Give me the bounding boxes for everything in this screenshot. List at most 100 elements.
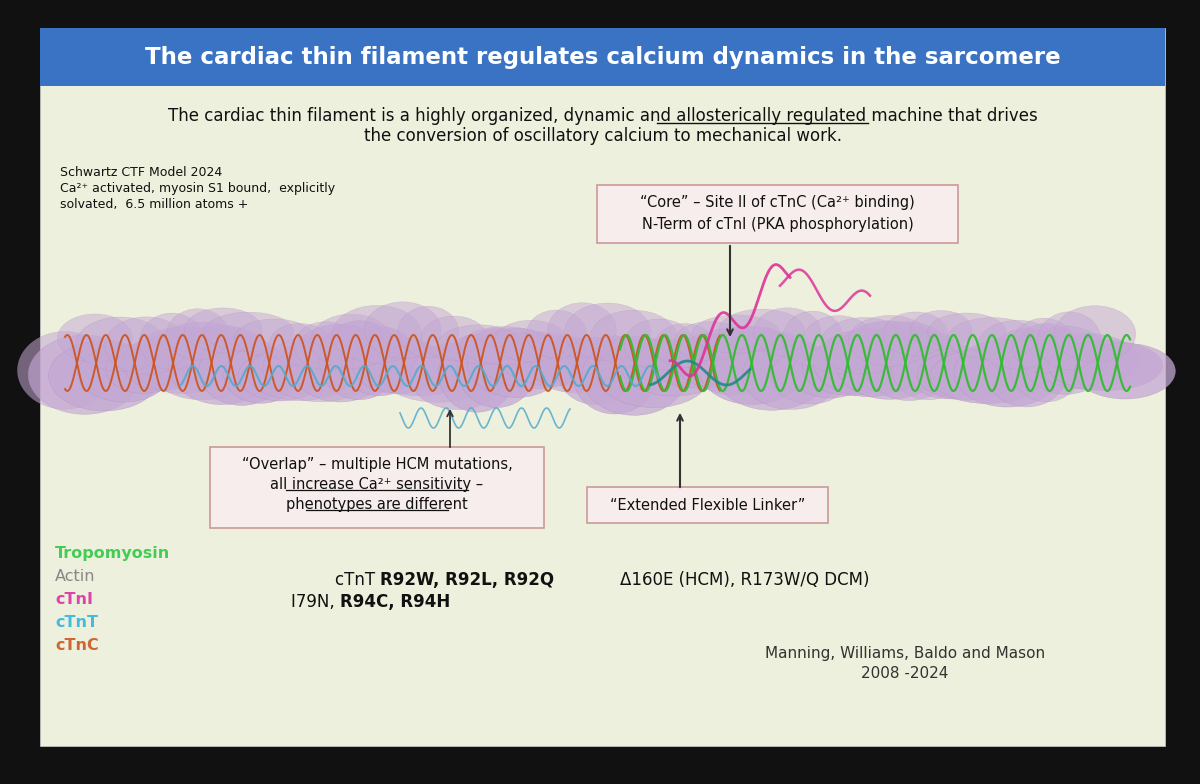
- FancyBboxPatch shape: [598, 185, 958, 243]
- Ellipse shape: [1038, 312, 1102, 370]
- Ellipse shape: [954, 339, 1061, 407]
- Ellipse shape: [438, 325, 522, 364]
- Ellipse shape: [1032, 333, 1139, 389]
- Ellipse shape: [18, 332, 113, 409]
- Ellipse shape: [948, 318, 1038, 360]
- Ellipse shape: [104, 317, 187, 375]
- Ellipse shape: [269, 324, 331, 365]
- Ellipse shape: [624, 319, 695, 370]
- Text: R94C, R94H: R94C, R94H: [340, 593, 450, 611]
- Ellipse shape: [145, 322, 259, 400]
- Ellipse shape: [332, 306, 422, 363]
- Ellipse shape: [582, 336, 686, 416]
- Ellipse shape: [622, 339, 726, 396]
- Ellipse shape: [122, 336, 204, 390]
- Text: phenotypes are different: phenotypes are different: [286, 496, 468, 511]
- Ellipse shape: [883, 312, 948, 356]
- Ellipse shape: [294, 321, 358, 370]
- Ellipse shape: [49, 341, 160, 411]
- Ellipse shape: [532, 338, 619, 393]
- Ellipse shape: [106, 343, 181, 394]
- Ellipse shape: [814, 328, 926, 397]
- FancyBboxPatch shape: [40, 28, 1165, 746]
- Ellipse shape: [652, 338, 734, 388]
- Ellipse shape: [692, 315, 780, 354]
- Text: I79N,: I79N,: [292, 593, 340, 611]
- Ellipse shape: [421, 316, 487, 361]
- Ellipse shape: [548, 303, 617, 358]
- Ellipse shape: [479, 332, 593, 388]
- Ellipse shape: [365, 302, 442, 358]
- Ellipse shape: [457, 328, 536, 408]
- Ellipse shape: [782, 311, 844, 366]
- Ellipse shape: [907, 343, 989, 399]
- Ellipse shape: [382, 347, 494, 402]
- Ellipse shape: [184, 308, 263, 353]
- Ellipse shape: [527, 310, 587, 358]
- Ellipse shape: [803, 340, 898, 395]
- Ellipse shape: [502, 336, 611, 386]
- Ellipse shape: [199, 336, 284, 405]
- FancyBboxPatch shape: [40, 28, 1165, 86]
- Ellipse shape: [655, 324, 715, 368]
- Text: “Extended Flexible Linker”: “Extended Flexible Linker”: [610, 498, 805, 513]
- Ellipse shape: [715, 332, 829, 410]
- Ellipse shape: [984, 328, 1069, 407]
- Ellipse shape: [58, 314, 132, 362]
- Text: the conversion of oscillatory calcium to mechanical work.: the conversion of oscillatory calcium to…: [364, 127, 841, 145]
- Ellipse shape: [362, 346, 474, 396]
- Ellipse shape: [353, 337, 445, 394]
- Text: cTnI: cTnI: [55, 592, 94, 607]
- Ellipse shape: [596, 339, 712, 408]
- Ellipse shape: [1009, 323, 1084, 402]
- Ellipse shape: [1022, 326, 1109, 394]
- Text: “Core” – Site II of cTnC (Ca²⁺ binding): “Core” – Site II of cTnC (Ca²⁺ binding): [640, 194, 914, 209]
- Text: The cardiac thin filament regulates calcium dynamics in the sarcomere: The cardiac thin filament regulates calc…: [145, 45, 1061, 68]
- Ellipse shape: [820, 318, 908, 374]
- Text: Ca²⁺ activated, myosin S1 bound,  explicitly: Ca²⁺ activated, myosin S1 bound, explici…: [60, 182, 335, 195]
- Ellipse shape: [234, 319, 314, 358]
- Ellipse shape: [890, 331, 967, 400]
- Ellipse shape: [169, 325, 275, 405]
- Ellipse shape: [848, 315, 931, 366]
- Text: N-Term of cTnI (PKA phosphorylation): N-Term of cTnI (PKA phosphorylation): [642, 216, 913, 231]
- Ellipse shape: [439, 334, 516, 412]
- Ellipse shape: [1055, 306, 1135, 362]
- Ellipse shape: [341, 326, 418, 396]
- Text: all increase Ca²⁺ sensitivity –: all increase Ca²⁺ sensitivity –: [270, 477, 484, 492]
- Ellipse shape: [319, 321, 400, 400]
- Ellipse shape: [917, 350, 1019, 400]
- Text: cTnT: cTnT: [55, 615, 98, 630]
- Ellipse shape: [76, 317, 166, 372]
- Text: R92W, R92L, R92Q: R92W, R92L, R92Q: [380, 571, 554, 589]
- Ellipse shape: [676, 332, 750, 387]
- Text: solvated,  6.5 million atoms +: solvated, 6.5 million atoms +: [60, 198, 248, 211]
- Ellipse shape: [911, 310, 972, 350]
- Ellipse shape: [247, 346, 354, 401]
- Text: Actin: Actin: [55, 569, 96, 584]
- Ellipse shape: [743, 340, 840, 409]
- Text: The cardiac thin filament is a highly organized, dynamic and allosterically regu: The cardiac thin filament is a highly or…: [168, 107, 1037, 125]
- Text: Δ160E (HCM), R173W/Q DCM): Δ160E (HCM), R173W/Q DCM): [620, 571, 870, 589]
- Ellipse shape: [204, 312, 294, 351]
- Ellipse shape: [139, 313, 204, 370]
- Ellipse shape: [1075, 343, 1175, 399]
- Ellipse shape: [572, 336, 656, 414]
- Ellipse shape: [398, 307, 458, 358]
- FancyBboxPatch shape: [587, 487, 828, 523]
- Text: Tropomyosin: Tropomyosin: [55, 546, 170, 561]
- Ellipse shape: [467, 328, 565, 397]
- Ellipse shape: [1013, 318, 1075, 373]
- Ellipse shape: [978, 321, 1058, 369]
- Ellipse shape: [78, 345, 170, 402]
- Ellipse shape: [697, 326, 806, 405]
- Ellipse shape: [132, 327, 233, 394]
- Ellipse shape: [238, 351, 324, 401]
- Ellipse shape: [863, 322, 955, 401]
- Ellipse shape: [792, 348, 869, 398]
- Ellipse shape: [928, 313, 1006, 351]
- Ellipse shape: [754, 308, 821, 357]
- Text: 2008 -2024: 2008 -2024: [862, 666, 949, 681]
- Text: cTnT: cTnT: [335, 571, 380, 589]
- Ellipse shape: [223, 347, 299, 403]
